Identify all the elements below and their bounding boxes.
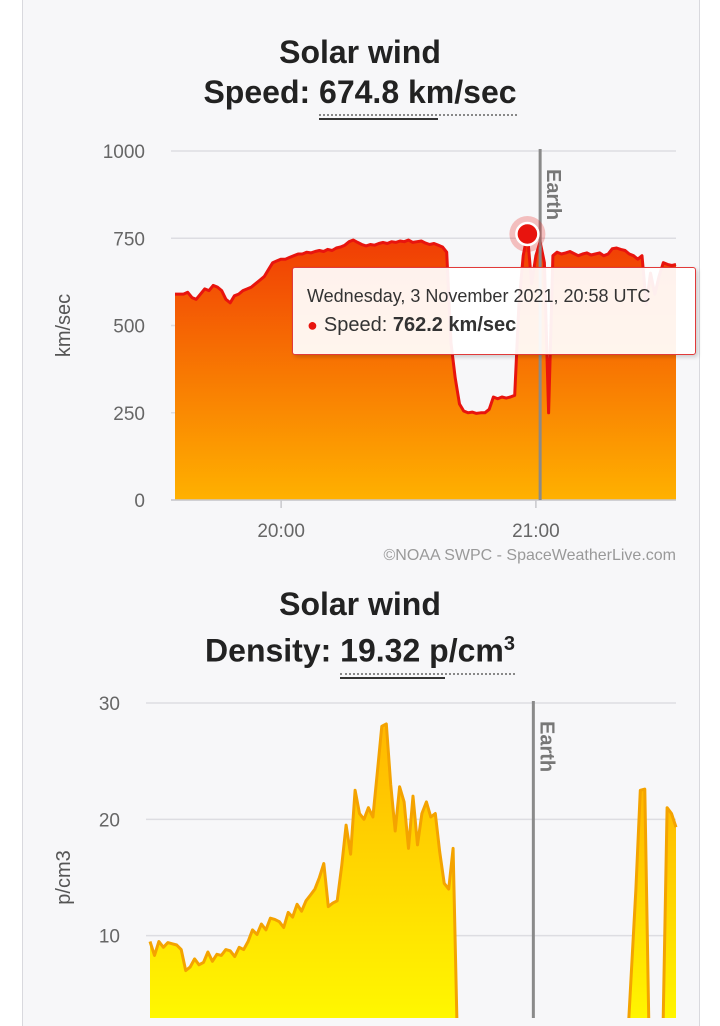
speed-title-line: Solar wind <box>279 34 441 70</box>
tooltip-value-line: ● Speed: 762.2 km/sec <box>307 314 516 337</box>
density-metric-sup: 3 <box>503 633 515 655</box>
x-tick-label: 20:00 <box>257 521 305 542</box>
y-axis-label: p/cm3 <box>53 850 75 904</box>
density-chart-title: Solar wind Density: 19.32 p/cm3 <box>0 584 720 679</box>
y-tick-label: 0 <box>134 491 145 512</box>
tooltip-value: 762.2 km/sec <box>392 314 517 336</box>
density-metric-number: 19.32 p/cm <box>340 632 504 669</box>
series-line <box>148 722 459 1018</box>
series-line <box>627 787 678 1018</box>
chart-credit[interactable]: ©NOAA SWPC - SpaceWeatherLive.com <box>384 547 676 564</box>
tooltip-date: Wednesday, 3 November 2021, 20:58 UTC <box>307 286 651 306</box>
speed-metric-line: Speed: 674.8 km/sec <box>0 72 720 120</box>
tooltip-series-label: Speed: <box>323 314 388 336</box>
density-metric-label: Density: <box>205 632 332 669</box>
speed-tooltip: Wednesday, 3 November 2021, 20:58 UTC ● S… <box>292 267 696 355</box>
y-tick-label: 30 <box>99 694 120 715</box>
series-area <box>150 723 457 1018</box>
density-metric-value[interactable]: 19.32 p/cm3 <box>340 624 515 679</box>
earth-marker-label: Earth <box>542 169 564 220</box>
speed-metric-label: Speed: <box>203 74 311 110</box>
highlight-point[interactable] <box>515 221 540 247</box>
density-metric-line: Density: 19.32 p/cm3 <box>0 624 720 679</box>
y-tick-label: 500 <box>113 317 145 338</box>
speed-chart-title: Solar wind Speed: 674.8 km/sec <box>0 32 720 120</box>
earth-marker-label: Earth <box>535 721 557 772</box>
density-title-line: Solar wind <box>279 586 441 622</box>
y-tick-label: 10 <box>99 927 120 948</box>
series-area <box>628 789 676 1018</box>
series-line <box>175 232 677 415</box>
y-tick-label: 20 <box>99 810 120 831</box>
x-tick-label: 21:00 <box>512 521 560 542</box>
y-tick-label: 750 <box>113 229 145 250</box>
y-axis-label: km/sec <box>53 294 75 357</box>
speed-metric-value[interactable]: 674.8 km/sec <box>319 72 517 120</box>
tooltip-bullet-icon: ● <box>307 315 318 335</box>
y-tick-label: 250 <box>113 404 145 425</box>
y-tick-label: 1000 <box>103 142 145 163</box>
